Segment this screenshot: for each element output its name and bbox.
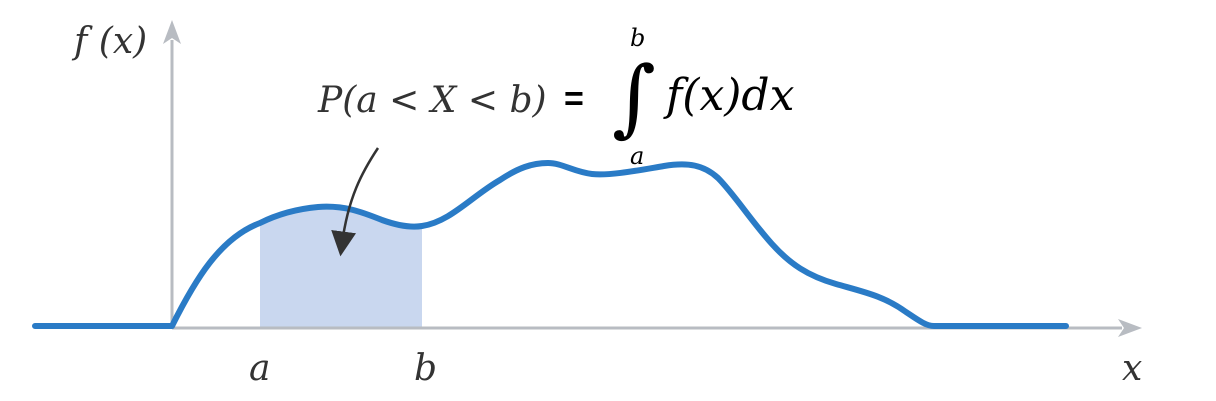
integral-upper-limit: b bbox=[630, 24, 645, 52]
integral-sign: ∫ bbox=[612, 48, 656, 146]
probability-area bbox=[260, 206, 422, 328]
y-axis-arrowhead bbox=[163, 20, 181, 44]
x-axis-label: x bbox=[1122, 348, 1142, 389]
integrand: f(x)dx bbox=[663, 70, 795, 121]
probability-expression: P(a < X < b) bbox=[317, 80, 547, 121]
y-axis-label: f (x) bbox=[71, 21, 147, 62]
interval-b-label: b bbox=[414, 348, 437, 389]
interval-a-label: a bbox=[249, 348, 270, 389]
integral-lower-limit: a bbox=[630, 142, 644, 170]
formula-equals: = bbox=[564, 80, 584, 118]
x-axis-arrowhead bbox=[1118, 319, 1142, 337]
density-curve bbox=[32, 160, 1069, 329]
pointer-arrow bbox=[331, 147, 380, 257]
